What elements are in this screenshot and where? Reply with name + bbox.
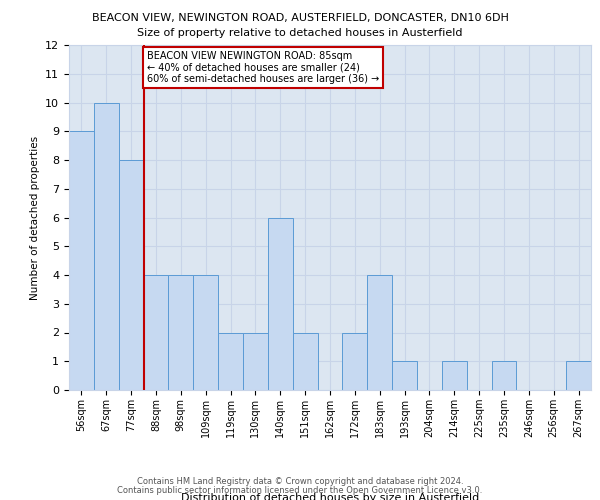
Bar bbox=[367, 275, 392, 390]
Bar bbox=[193, 275, 218, 390]
Bar bbox=[119, 160, 143, 390]
Bar bbox=[94, 102, 119, 390]
Bar bbox=[69, 132, 94, 390]
Text: BEACON VIEW NEWINGTON ROAD: 85sqm
← 40% of detached houses are smaller (24)
60% : BEACON VIEW NEWINGTON ROAD: 85sqm ← 40% … bbox=[148, 51, 380, 84]
Bar bbox=[143, 275, 169, 390]
Bar bbox=[268, 218, 293, 390]
Text: Contains public sector information licensed under the Open Government Licence v3: Contains public sector information licen… bbox=[118, 486, 482, 495]
Bar bbox=[169, 275, 193, 390]
Text: BEACON VIEW, NEWINGTON ROAD, AUSTERFIELD, DONCASTER, DN10 6DH: BEACON VIEW, NEWINGTON ROAD, AUSTERFIELD… bbox=[92, 12, 508, 22]
Text: Contains HM Land Registry data © Crown copyright and database right 2024.: Contains HM Land Registry data © Crown c… bbox=[137, 477, 463, 486]
Bar bbox=[293, 332, 317, 390]
Bar bbox=[491, 361, 517, 390]
Bar bbox=[566, 361, 591, 390]
Bar bbox=[243, 332, 268, 390]
Bar bbox=[218, 332, 243, 390]
Bar bbox=[392, 361, 417, 390]
Text: Size of property relative to detached houses in Austerfield: Size of property relative to detached ho… bbox=[137, 28, 463, 38]
Bar bbox=[343, 332, 367, 390]
Bar bbox=[442, 361, 467, 390]
X-axis label: Distribution of detached houses by size in Austerfield: Distribution of detached houses by size … bbox=[181, 492, 479, 500]
Y-axis label: Number of detached properties: Number of detached properties bbox=[29, 136, 40, 300]
